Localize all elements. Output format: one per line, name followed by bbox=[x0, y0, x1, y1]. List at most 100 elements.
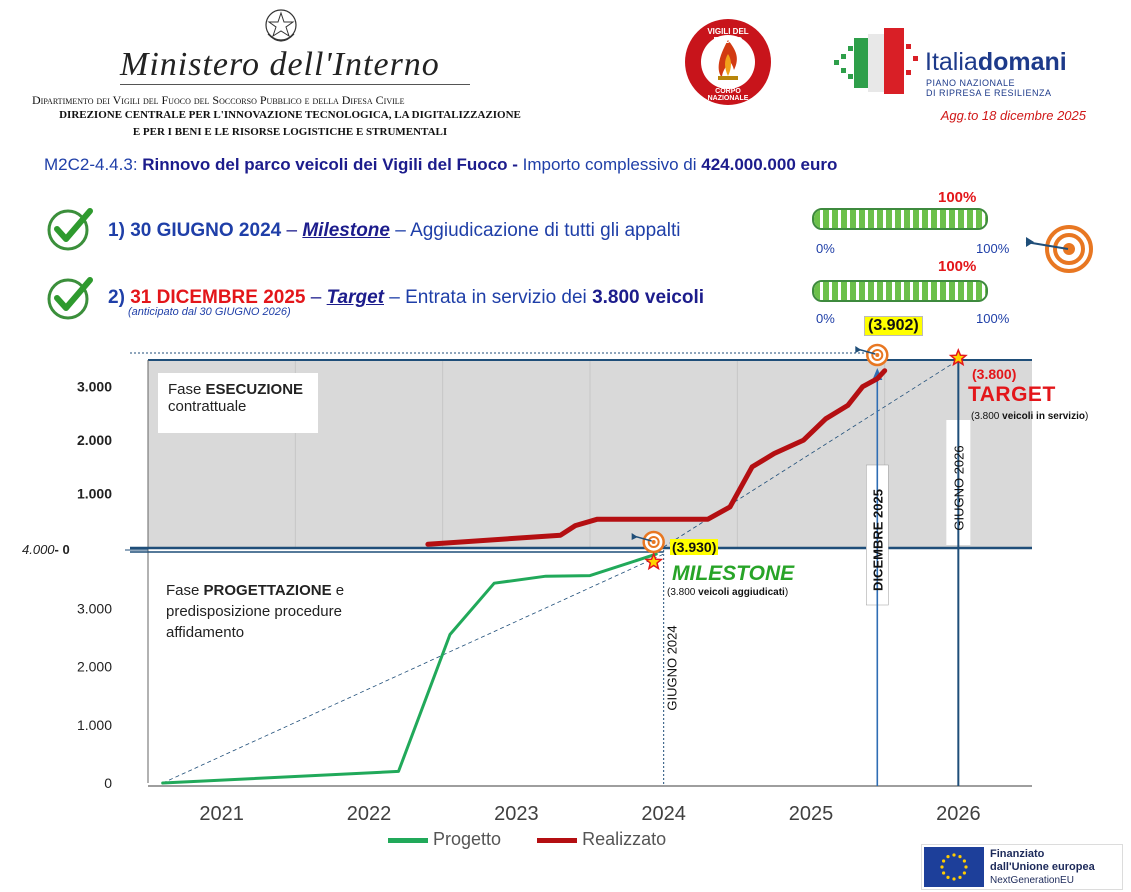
progress-2-label: 100% bbox=[938, 258, 977, 275]
eu-star-icon bbox=[942, 859, 946, 863]
milestone-2-dash: – bbox=[310, 287, 322, 308]
italiadomani-logo-mark bbox=[834, 24, 920, 96]
vline-label-giugno-2026: GIUGNO 2026 bbox=[951, 445, 966, 530]
check-icon bbox=[46, 276, 94, 320]
department-line1: Dipartimento dei Vigili del Fuoco del So… bbox=[32, 93, 405, 107]
y-tick-upper: 2.000 bbox=[77, 432, 112, 448]
eu-line1: Finanziato bbox=[990, 848, 1045, 860]
eu-star-icon bbox=[946, 855, 950, 859]
milestone-2-note: (anticipato dal 30 GIUGNO 2026) bbox=[128, 306, 291, 318]
phase-design-label: Fase PROGETTAZIONE e predisposizione pro… bbox=[158, 580, 391, 643]
eu-line3: NextGenerationEU bbox=[990, 875, 1074, 886]
y-tick-upper: 3.000 bbox=[77, 379, 112, 395]
eu-star-icon bbox=[952, 853, 956, 857]
eu-star-icon bbox=[942, 871, 946, 875]
eu-star-icon bbox=[952, 877, 956, 881]
x-tick-label: 2024 bbox=[641, 803, 686, 825]
achieved-target-icon-center bbox=[875, 353, 880, 357]
x-tick-label: 2023 bbox=[494, 803, 539, 825]
vline-label-dicembre-2025: DICEMBRE 2025 bbox=[870, 489, 885, 591]
milestone-2-number: 2) bbox=[108, 287, 125, 308]
target-subtitle-c: ) bbox=[1084, 411, 1089, 422]
milestone-2-date: 31 DICEMBRE 2025 bbox=[130, 287, 306, 308]
milestone-subtitle-a: (3.800 bbox=[667, 587, 699, 598]
milestone-2-value: 3.800 veicoli bbox=[592, 287, 705, 308]
x-tick-label: 2021 bbox=[199, 803, 244, 825]
vvf-logo-text-bottom: CORPO NAZIONALE bbox=[707, 88, 749, 102]
milestone-1-row: 1) 30 GIUGNO 2024 – Milestone – Aggiudic… bbox=[108, 220, 680, 242]
vvf-logo bbox=[684, 18, 772, 106]
department-line2: DIREZIONE CENTRALE PER L'INNOVAZIONE TEC… bbox=[59, 109, 521, 121]
ministry-title: Ministero dell'Interno bbox=[120, 46, 440, 83]
achieved-target-icon-arrow-head bbox=[855, 346, 862, 353]
progress-1-label: 100% bbox=[938, 189, 977, 206]
italiadomani-sub2: DI RIPRESA E RESILIENZA bbox=[926, 88, 1052, 98]
target-subtitle-b: veicoli in servizio bbox=[1002, 411, 1085, 422]
milestone-1-description: – Aggiudicazione di tutti gli appalti bbox=[395, 220, 681, 241]
eu-star-icon bbox=[964, 865, 968, 869]
legend-label-progetto: Progetto bbox=[433, 829, 502, 849]
project-title: M2C2-4.4.3: Rinnovo del parco veicoli de… bbox=[44, 155, 837, 175]
milestone-subtitle-c: ) bbox=[784, 587, 789, 598]
eu-badge: Finanziato dall'Unione europea NextGener… bbox=[921, 844, 1123, 890]
eu-star-icon bbox=[940, 865, 944, 869]
milestone-target-icon-center bbox=[651, 540, 656, 544]
ministry-emblem bbox=[262, 6, 300, 48]
eu-line2: dall'Unione europea bbox=[990, 861, 1095, 873]
milestone-1-dash: – bbox=[286, 220, 298, 241]
phase-design-c: e predisposizione procedure affidamento bbox=[166, 582, 345, 641]
eu-star-icon bbox=[946, 875, 950, 879]
x-tick-label: 2025 bbox=[789, 803, 834, 825]
milestone-target-icon-arrow-head bbox=[631, 533, 638, 540]
milestone-2-type: Target bbox=[326, 287, 384, 308]
target-achieved-label: (3.902) bbox=[864, 316, 923, 336]
progress-1-min: 0% bbox=[816, 241, 835, 256]
eu-star-icon bbox=[958, 855, 962, 859]
eu-star-icon bbox=[962, 859, 966, 863]
x-tick-label: 2026 bbox=[936, 803, 981, 825]
milestone-star-icon bbox=[644, 551, 664, 571]
project-name: Rinnovo del parco veicoli dei Vigili del… bbox=[142, 155, 518, 174]
progress-2-min: 0% bbox=[816, 311, 835, 326]
milestone-1-number: 1) bbox=[108, 220, 125, 241]
eu-flag-icon bbox=[924, 847, 984, 887]
target-subtitle: (3.800 veicoli in servizio) bbox=[971, 411, 1088, 422]
milestone-value-label: (3.930) bbox=[670, 539, 719, 555]
italiadomani-sub1: PIANO NAZIONALE bbox=[926, 78, 1016, 88]
target-title: TARGET bbox=[968, 383, 1056, 406]
milestone-2-row: 2) 31 DICEMBRE 2025 – Target – Entrata i… bbox=[108, 287, 704, 309]
series-line-progetto bbox=[161, 552, 658, 785]
y-tick-lower: 3.000 bbox=[77, 600, 112, 616]
target-icon bbox=[1024, 224, 1094, 274]
project-amount-prefix: Importo complessivo di bbox=[522, 155, 697, 174]
trend-line-design bbox=[162, 553, 664, 784]
milestone-1-date: 30 GIUGNO 2024 bbox=[130, 220, 282, 241]
progress-2-max: 100% bbox=[976, 311, 1010, 326]
legend-swatch-progetto bbox=[388, 837, 428, 843]
project-code: M2C2-4.4.3: bbox=[44, 155, 138, 174]
progress-bar-1-fill bbox=[814, 210, 986, 228]
progress-bar-2 bbox=[812, 280, 988, 302]
phase-design-b: PROGETTAZIONE bbox=[203, 582, 332, 599]
phase-design-a: Fase bbox=[166, 582, 204, 599]
series-line-realizzato bbox=[425, 368, 888, 547]
phase-execution-c: contrattuale bbox=[168, 398, 247, 415]
update-date: Agg.to 18 dicembre 2025 bbox=[940, 108, 1086, 123]
target-value-label: (3.800) bbox=[972, 366, 1017, 382]
milestone-title: MILESTONE bbox=[672, 562, 795, 585]
italiadomani-brand: Italiadomani bbox=[925, 48, 1067, 77]
project-amount-value: 424.000.000 euro bbox=[701, 155, 838, 174]
phase-execution-label: Fase ESECUZIONE contrattuale bbox=[158, 373, 318, 433]
eu-star-icon bbox=[958, 875, 962, 879]
milestone-1-type: Milestone bbox=[302, 220, 390, 241]
y-zero-label: 4.000- 0 bbox=[22, 542, 70, 557]
legend: Progetto Realizzato bbox=[388, 829, 666, 850]
vline-label-giugno-2024: GIUGNO 2024 bbox=[665, 625, 680, 710]
progress-bar-1 bbox=[812, 208, 988, 230]
vvf-logo-text-top: VIGILI DEL FUOCO bbox=[707, 27, 749, 45]
y-tick-lower: 1.000 bbox=[77, 717, 112, 733]
department-line3: E PER I BENI E LE RISORSE LOGISTICHE E S… bbox=[132, 126, 448, 138]
y-tick-upper: 1.000 bbox=[77, 486, 112, 502]
milestone-subtitle: (3.800 veicoli aggiudicati) bbox=[667, 587, 788, 598]
